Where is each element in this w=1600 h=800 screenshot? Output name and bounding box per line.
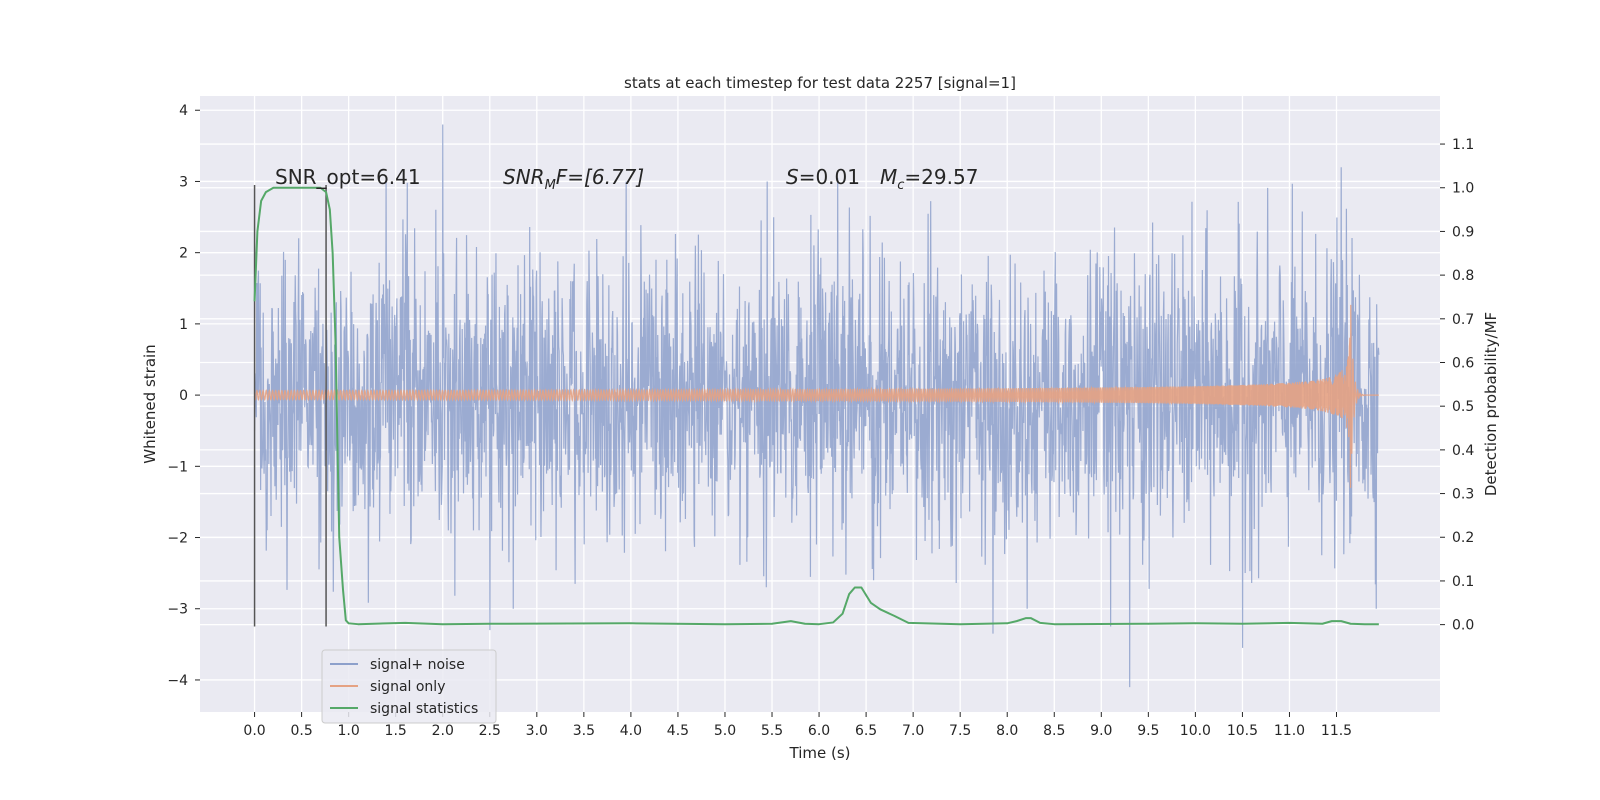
x-tick-label: 9.0 — [1090, 723, 1112, 739]
y2-tick-label: 1.1 — [1452, 137, 1474, 153]
y2-tick-label: 0.4 — [1452, 443, 1474, 459]
legend-entry-signal-only: signal only — [370, 679, 445, 695]
x-tick-label: 8.5 — [1043, 723, 1065, 739]
y2-tick-label: 0.2 — [1452, 530, 1474, 546]
x-tick-label: 9.5 — [1137, 723, 1159, 739]
x-tick-label: 7.5 — [949, 723, 971, 739]
signal-noise-line — [253, 124, 1380, 688]
annotation-snr-mf-subscript: M — [545, 178, 556, 193]
y-tick-label: 1 — [179, 317, 188, 333]
x-tick-label: 0.0 — [243, 723, 265, 739]
y2-tick-label: 0.9 — [1452, 224, 1474, 240]
x-tick-label: 6.0 — [808, 723, 830, 739]
y2-tick-label: 0.3 — [1452, 487, 1474, 503]
x-tick-label: 1.5 — [385, 723, 407, 739]
y-axis-label: Whitened strain — [141, 344, 159, 463]
legend-entry-signal-noise: signal+ noise — [370, 657, 465, 673]
y-tick-label: 3 — [179, 174, 188, 190]
y-tick-label: 4 — [179, 103, 188, 119]
annotation-s-rest: =0.01 — [799, 165, 860, 189]
x-tick-label: 4.5 — [667, 723, 689, 739]
y-tick-label: −3 — [167, 602, 188, 618]
x-tick-label: 3.5 — [573, 723, 595, 739]
x-tick-label: 8.0 — [996, 723, 1018, 739]
y2-tick-label: 0.1 — [1452, 574, 1474, 590]
annotation-snr-mf: SNRMF=[6.77] — [503, 165, 644, 193]
x-tick-label: 3.0 — [526, 723, 548, 739]
y2-tick-label: 1.0 — [1452, 181, 1474, 197]
annotation-snr-mf-symbol: SNR — [503, 165, 545, 189]
x-tick-label: 10.5 — [1227, 723, 1258, 739]
y2-axis-ticks: 1.1 1.0 0.9 0.8 0.7 0.6 0.5 0.4 0.3 0.2 0.1 0.0 — [1440, 137, 1474, 634]
legend-entry-signal-statistics: signal statistics — [370, 701, 478, 717]
annotation-s: S=0.01 — [786, 165, 860, 189]
annotation-mc: Mc=29.57 — [880, 165, 978, 193]
annotation-mc-symbol: M — [880, 165, 897, 189]
chart-title: stats at each timestep for test data 225… — [624, 74, 1016, 92]
signal-statistics-line — [253, 186, 1379, 626]
x-tick-label: 7.0 — [902, 723, 924, 739]
x-tick-label: 2.0 — [432, 723, 454, 739]
y2-tick-label: 0.8 — [1452, 268, 1474, 284]
x-tick-label: 1.0 — [338, 723, 360, 739]
y-tick-label: 0 — [179, 388, 188, 404]
y2-tick-label: 0.0 — [1452, 618, 1474, 634]
x-tick-label: 4.0 — [620, 723, 642, 739]
annotation-s-symbol: S — [786, 165, 799, 189]
x-tick-label: 5.5 — [761, 723, 783, 739]
signal-only-line — [253, 304, 1379, 488]
x-tick-label: 5.0 — [714, 723, 736, 739]
annotation-mc-subscript: c — [897, 178, 904, 193]
x-tick-label: 10.0 — [1180, 723, 1211, 739]
y2-axis-label: Detection probability/MF — [1482, 312, 1500, 496]
x-axis-ticks: 0.0 0.5 1.0 1.5 2.0 2.5 3.0 3.5 4.0 4.5 5.0 5.5 6.0 6… — [243, 712, 1352, 739]
annotation-snr-mf-rest: F=[6.77] — [556, 165, 644, 189]
y2-tick-label: 0.5 — [1452, 399, 1474, 415]
annotation-snr-opt: SNR_opt=6.41 — [275, 165, 421, 189]
y-tick-label: −1 — [167, 459, 188, 475]
legend-box — [321, 649, 497, 724]
annotation-mc-rest: =29.57 — [904, 165, 978, 189]
x-tick-label: 0.5 — [290, 723, 312, 739]
series-signal-only — [253, 304, 1379, 488]
legend: signal+ noise signal only signal statist… — [321, 649, 497, 724]
series-signal-statistics — [253, 186, 1379, 626]
vertical-markers — [253, 185, 327, 627]
x-tick-label: 11.0 — [1274, 723, 1305, 739]
y-tick-label: 2 — [179, 246, 188, 262]
x-tick-label: 11.5 — [1321, 723, 1352, 739]
x-axis-label: Time (s) — [789, 744, 851, 762]
y2-tick-label: 0.7 — [1452, 312, 1474, 328]
y-axis-ticks: 4 3 2 1 0 −1 −2 −3 −4 — [167, 103, 200, 689]
y-tick-label: −4 — [167, 673, 188, 689]
y2-tick-label: 0.6 — [1452, 355, 1474, 371]
x-tick-label: 6.5 — [855, 723, 877, 739]
x-tick-label: 2.5 — [479, 723, 501, 739]
series-signal-noise — [253, 124, 1380, 688]
y-tick-label: −2 — [167, 531, 188, 547]
